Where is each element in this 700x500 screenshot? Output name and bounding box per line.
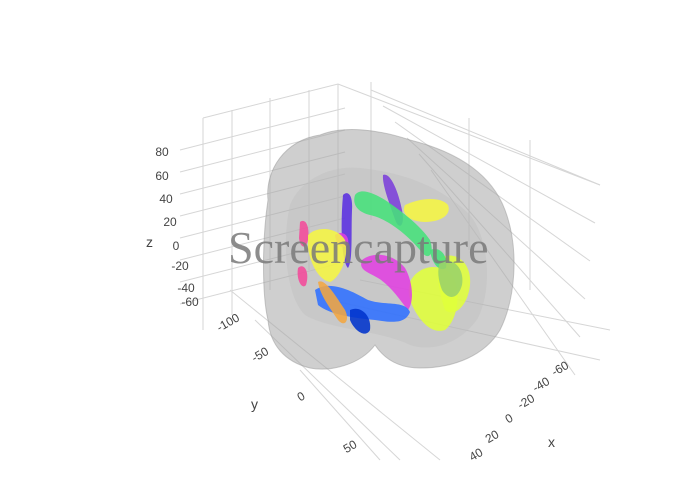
x-tick-label: -40 — [530, 374, 552, 395]
x-tick-label: 0 — [503, 411, 516, 427]
z-tick-label: 40 — [159, 192, 173, 206]
x-tick-label: 20 — [483, 427, 502, 446]
y-tick-label: -50 — [249, 344, 271, 365]
z-tick-label: -40 — [177, 281, 195, 295]
z-axis-title: z — [146, 234, 153, 250]
x-axis-title: x — [548, 434, 555, 450]
grid-line — [382, 105, 596, 224]
x-tick-label: 40 — [467, 445, 486, 464]
tract-mesh — [403, 198, 449, 222]
tract-mesh — [299, 220, 309, 247]
tract-mesh — [318, 281, 348, 324]
y-tick-label: 50 — [341, 437, 360, 456]
z-tick-label: 20 — [163, 215, 177, 229]
tract-mesh — [361, 254, 412, 310]
z-tick-label: 0 — [173, 239, 180, 253]
x-tick-label: -60 — [549, 358, 571, 379]
mesh-layer — [263, 129, 515, 370]
grid-line — [202, 83, 601, 186]
grid-line — [370, 89, 601, 186]
x-tick-label: -20 — [515, 391, 537, 412]
tract-mesh — [297, 266, 308, 287]
tract-mesh — [354, 191, 432, 257]
z-tick-label: -60 — [181, 295, 199, 309]
tract-mesh — [438, 260, 463, 297]
tract-mesh — [308, 228, 347, 282]
y-tick-label: 0 — [295, 389, 308, 405]
y-tick-label: -100 — [214, 310, 242, 334]
z-tick-label: 60 — [155, 169, 169, 183]
grid-line — [179, 107, 346, 151]
z-tick-label: -20 — [171, 259, 189, 273]
watermark-text: Screencapture — [228, 222, 489, 273]
z-tick-label: 80 — [155, 145, 169, 159]
y-axis-title: y — [251, 396, 258, 412]
grid-line — [229, 289, 441, 461]
tract-mesh — [350, 308, 371, 334]
grid-line — [299, 369, 381, 461]
